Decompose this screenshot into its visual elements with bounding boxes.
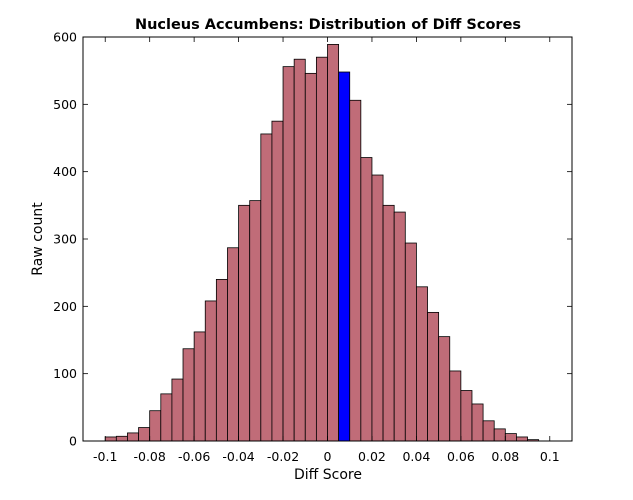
histogram-bar — [315, 56, 328, 442]
histogram-bar — [227, 247, 239, 442]
histogram-bar — [516, 436, 528, 442]
x-tick-label: -0.08 — [134, 449, 166, 464]
histogram-bar — [149, 410, 162, 442]
histogram-bar — [493, 428, 506, 442]
histogram-bar — [215, 278, 228, 442]
histogram-bar — [115, 435, 128, 442]
histogram-bar — [438, 336, 451, 442]
histogram-bar — [249, 200, 262, 442]
histogram-bar — [482, 420, 495, 442]
histogram-bars — [104, 44, 540, 442]
y-tick-label: 600 — [53, 30, 77, 45]
y-tick-label: 300 — [53, 232, 77, 247]
x-tick-label: 0.04 — [402, 449, 430, 464]
histogram-bar — [327, 44, 340, 442]
x-tick-label: -0.1 — [93, 449, 117, 464]
histogram-bar — [238, 204, 251, 442]
histogram-bar — [104, 436, 117, 442]
histogram-bar — [127, 432, 139, 442]
x-tick-labels: -0.1 -0.08 -0.06 -0.04 -0.02 0 0.02 0.04 0.06 0.0… — [93, 449, 560, 464]
y-tick-label: 200 — [53, 299, 77, 314]
x-tick-label: -0.06 — [178, 449, 210, 464]
histogram-bar — [449, 370, 462, 442]
histogram-bar — [282, 66, 295, 442]
histogram-bar — [304, 72, 317, 442]
x-tick-label: -0.02 — [267, 449, 299, 464]
histogram-bar — [504, 433, 517, 442]
x-tick-label: -0.04 — [222, 449, 254, 464]
histogram-bar — [460, 390, 473, 442]
histogram-bar — [193, 331, 206, 442]
x-axis-label: Diff Score — [294, 467, 362, 483]
histogram-bar — [260, 133, 273, 442]
histogram-bar — [204, 300, 217, 442]
x-tick-label: 0.02 — [358, 449, 386, 464]
histogram-bar — [382, 204, 395, 442]
histogram-bar — [371, 174, 384, 442]
x-tick-label: 0.08 — [491, 449, 519, 464]
histogram-bar — [416, 286, 428, 442]
histogram-bar — [360, 157, 373, 442]
histogram-bar — [160, 393, 173, 442]
y-tick-label: 100 — [53, 366, 77, 381]
x-tick-label: 0.06 — [447, 449, 475, 464]
y-tick-label: 0 — [69, 434, 77, 449]
histogram-bar — [271, 120, 284, 442]
y-tick-labels: 0 100 200 300 400 500 600 — [53, 30, 77, 449]
histogram-bar — [427, 311, 440, 442]
chart-title: Nucleus Accumbens: Distribution of Diff … — [135, 17, 521, 33]
x-tick-label: 0 — [324, 449, 332, 464]
histogram-bar — [349, 99, 362, 442]
y-axis-label: Raw count — [30, 202, 46, 276]
y-tick-label: 500 — [53, 97, 77, 112]
histogram-bar — [171, 378, 184, 442]
x-tick-label: 0.1 — [540, 449, 560, 464]
axis-ticks — [83, 36, 572, 442]
histogram-bar — [293, 58, 306, 442]
y-tick-label: 400 — [53, 164, 77, 179]
histogram-bar — [393, 211, 406, 442]
histogram-bar — [138, 427, 151, 442]
histogram-bar — [182, 348, 195, 442]
highlighted-bar — [338, 71, 351, 442]
histogram-bar — [404, 242, 417, 442]
histogram-bar — [471, 403, 484, 442]
